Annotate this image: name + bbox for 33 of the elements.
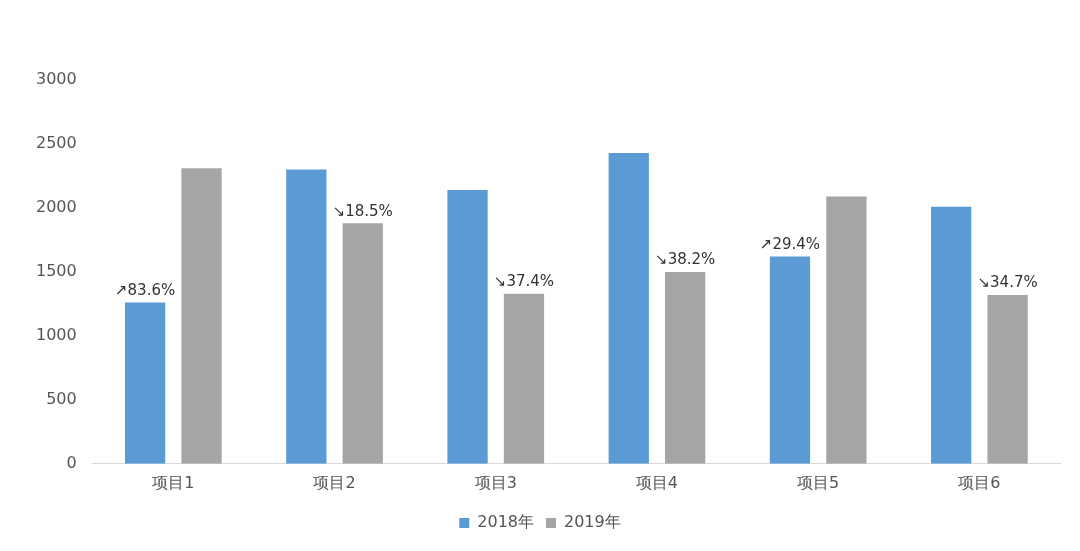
bar [447,190,488,464]
bar [342,223,383,464]
y-tick-label: 2000 [36,197,77,217]
annotation: ↗29.4% [759,234,821,253]
bar [181,168,222,464]
bar [987,294,1028,464]
bar [124,302,166,464]
bar [665,271,706,464]
y-tick-label: 1000 [36,325,77,345]
y-tick-label: 500 [46,388,77,408]
annotation: ↘38.2% [655,250,716,269]
annotation: ↘18.5% [332,201,393,220]
legend-label: 2019年 [564,512,621,532]
legend-label: 2018年 [477,512,534,532]
bar [769,256,811,464]
y-tick-label: 1500 [36,261,77,281]
x-tick-label: 项目5 [797,472,840,492]
y-tick-label: 3000 [36,69,77,89]
y-tick-label: 0 [66,452,77,472]
y-tick-label: 2500 [36,133,77,153]
x-tick-label: 项目2 [313,472,356,492]
bar [286,169,327,464]
annotation: ↗83.6% [115,280,176,299]
x-tick-label: 项目1 [152,472,195,492]
annotation: ↘34.7% [977,273,1038,292]
x-tick-label: 项目3 [474,472,517,492]
x-tick-label: 项目4 [635,472,679,492]
x-tick-label: 项目6 [958,472,1001,492]
bar [608,152,649,464]
bar [826,196,867,464]
bar [931,206,972,464]
bar [503,293,545,464]
annotation: ↘37.4% [493,272,555,291]
